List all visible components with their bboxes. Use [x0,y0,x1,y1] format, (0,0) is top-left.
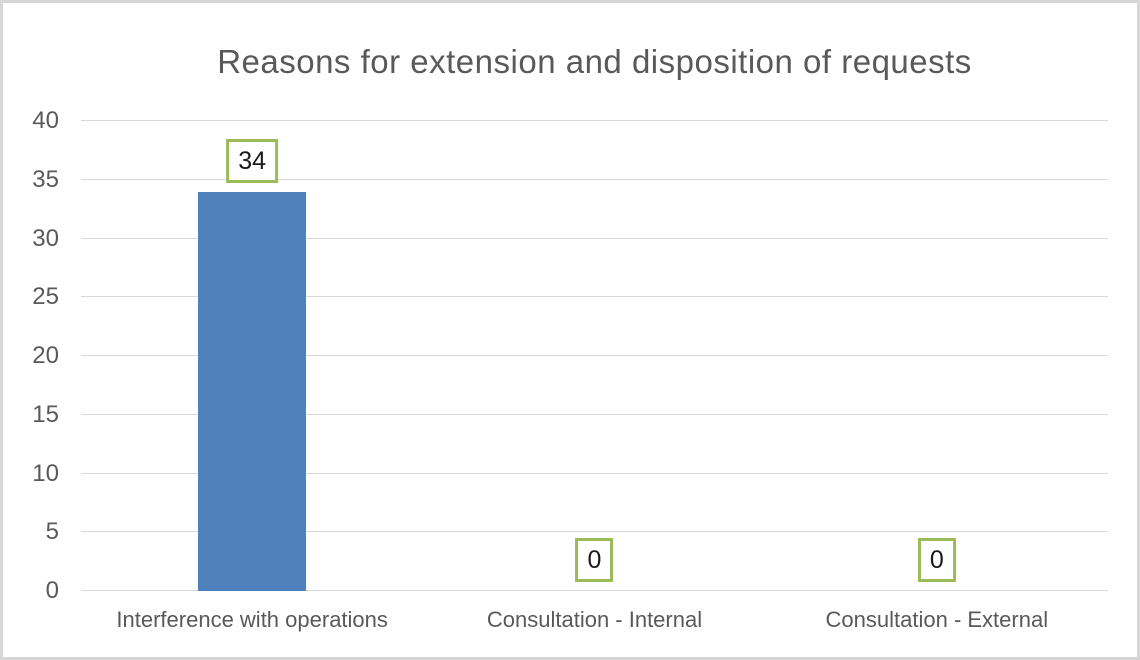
x-axis: Interference with operations Consultation… [81,591,1108,651]
gridline-y-15 [81,413,1108,415]
y-tick-label-5: 5 [45,518,59,546]
category-slot: 0 [423,121,765,591]
category-slot: 34 [81,121,423,591]
y-axis: 0 5 10 15 20 25 30 35 40 [3,109,59,603]
y-tick-label-15: 15 [32,400,59,428]
y-tick-label-25: 25 [32,283,59,311]
plot-area: 34 0 0 [81,120,1108,591]
y-tick-label-0: 0 [45,577,59,604]
data-label-2: 0 [575,538,614,582]
gridline-y-25 [81,296,1108,298]
data-label-1: 34 [226,138,279,183]
gridline-y-0 [81,590,1108,591]
gridline-y-30 [81,237,1108,239]
gridline-y-40 [81,120,1108,121]
gridline-y-20 [81,355,1108,356]
category-slot: 0 [766,121,1108,591]
gridline-y-35 [81,178,1108,180]
y-tick-label-10: 10 [32,459,59,487]
y-tick-label-35: 35 [32,165,59,193]
gridline-y-10 [81,472,1108,474]
chart-title: Reasons for extension and disposition of… [217,43,972,80]
y-tick-label-20: 20 [32,342,59,369]
gridline-y-5 [81,531,1108,533]
x-category-label-2: Consultation - Internal [486,607,703,632]
y-tick-label-30: 30 [32,224,59,252]
x-category-label-1: Interference with operations [116,607,388,632]
x-category-label-3: Consultation - External [825,607,1049,632]
bar-1 [198,191,307,591]
data-label-3: 0 [917,538,956,582]
y-tick-label-40: 40 [32,107,59,134]
